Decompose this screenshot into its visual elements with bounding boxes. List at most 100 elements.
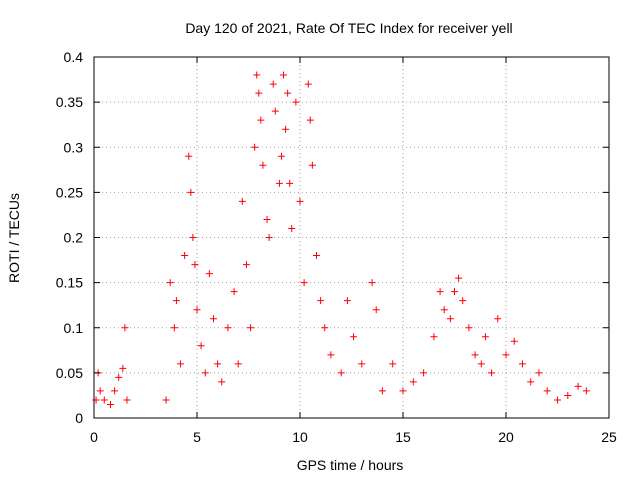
data-point bbox=[263, 215, 271, 223]
data-point bbox=[177, 360, 185, 368]
data-point bbox=[502, 351, 510, 359]
data-point bbox=[251, 143, 259, 151]
data-point bbox=[420, 369, 428, 377]
data-point bbox=[265, 234, 273, 241]
data-point bbox=[255, 89, 263, 97]
data-point bbox=[337, 369, 345, 377]
data-point bbox=[271, 107, 279, 115]
data-point bbox=[100, 396, 108, 404]
y-tick-label: 0 bbox=[75, 410, 83, 426]
data-point bbox=[282, 125, 290, 133]
data-point bbox=[451, 288, 458, 296]
data-point bbox=[358, 360, 366, 368]
x-tick-label: 5 bbox=[193, 429, 201, 445]
data-point bbox=[209, 315, 217, 323]
data-point bbox=[214, 360, 222, 368]
data-point bbox=[253, 71, 261, 79]
data-point bbox=[477, 360, 485, 368]
data-point bbox=[170, 324, 178, 332]
data-point bbox=[187, 188, 195, 196]
data-point bbox=[308, 161, 316, 169]
y-axis-title: ROTI / TECUs bbox=[6, 193, 22, 283]
data-point bbox=[197, 342, 205, 350]
data-point bbox=[292, 98, 300, 106]
data-point bbox=[238, 197, 246, 205]
data-point bbox=[123, 396, 131, 404]
data-point bbox=[257, 116, 265, 124]
data-point bbox=[300, 279, 308, 287]
data-point bbox=[189, 234, 197, 241]
y-tick-label: 0.15 bbox=[56, 275, 83, 291]
data-point bbox=[343, 297, 351, 305]
data-point bbox=[459, 297, 467, 305]
data-point bbox=[286, 179, 294, 187]
data-point bbox=[277, 152, 285, 160]
data-point bbox=[582, 387, 590, 395]
grid bbox=[94, 57, 609, 418]
data-point bbox=[327, 351, 335, 359]
data-point bbox=[115, 373, 123, 381]
x-tick-label: 15 bbox=[395, 429, 411, 445]
data-point bbox=[488, 369, 496, 377]
data-point bbox=[574, 382, 582, 390]
data-point bbox=[224, 324, 232, 332]
data-point bbox=[218, 378, 226, 386]
data-point bbox=[321, 324, 329, 332]
x-axis-title: GPS time / hours bbox=[297, 457, 404, 473]
data-point bbox=[494, 315, 502, 323]
data-point bbox=[191, 261, 199, 269]
data-point bbox=[201, 369, 209, 377]
data-point bbox=[543, 387, 551, 395]
y-tick-label: 0.35 bbox=[56, 94, 83, 110]
data-point bbox=[296, 197, 304, 205]
y-tick-label: 0.4 bbox=[64, 49, 84, 65]
data-point bbox=[317, 297, 325, 305]
data-point bbox=[350, 333, 358, 341]
x-tick-label: 0 bbox=[90, 429, 98, 445]
data-point bbox=[205, 270, 213, 278]
data-point bbox=[436, 288, 444, 296]
data-point bbox=[230, 288, 238, 296]
data-point bbox=[518, 360, 526, 368]
data-point bbox=[185, 152, 193, 160]
data-point bbox=[119, 364, 127, 372]
data-point bbox=[284, 89, 292, 97]
data-point bbox=[306, 116, 314, 124]
data-point bbox=[280, 71, 288, 79]
data-point bbox=[247, 324, 255, 332]
data-point bbox=[471, 351, 479, 359]
data-point bbox=[304, 80, 312, 88]
y-tick-label: 0.25 bbox=[56, 184, 83, 200]
data-point bbox=[455, 274, 463, 282]
data-point bbox=[535, 369, 543, 377]
y-tick-label: 0.2 bbox=[64, 230, 84, 246]
data-point bbox=[481, 333, 489, 341]
data-point bbox=[312, 252, 320, 260]
data-point bbox=[259, 161, 267, 169]
data-point bbox=[111, 387, 119, 395]
data-point bbox=[181, 252, 189, 260]
data-point bbox=[510, 337, 518, 345]
data-point bbox=[554, 396, 561, 404]
x-tick-label: 10 bbox=[292, 429, 308, 445]
data-point bbox=[564, 391, 572, 399]
data-point bbox=[193, 306, 201, 314]
data-point bbox=[446, 315, 454, 323]
data-point bbox=[162, 396, 170, 404]
data-point bbox=[430, 333, 438, 341]
data-point bbox=[465, 324, 473, 332]
data-point bbox=[527, 378, 535, 386]
axis-ticks bbox=[93, 56, 610, 419]
y-axis-tick-labels: 0 0.05 0.1 0.15 0.2 0.25 0.3 0.35 0.4 bbox=[56, 49, 83, 426]
data-point bbox=[409, 378, 417, 386]
x-axis-tick-labels: 0 5 10 15 20 25 bbox=[90, 429, 617, 445]
data-point bbox=[172, 297, 180, 305]
y-tick-label: 0.05 bbox=[56, 365, 83, 381]
data-point bbox=[269, 80, 277, 88]
data-point bbox=[440, 306, 448, 314]
data-point bbox=[242, 261, 250, 269]
data-point bbox=[288, 224, 296, 232]
chart-title: Day 120 of 2021, Rate Of TEC Index for r… bbox=[185, 20, 512, 36]
data-point bbox=[106, 400, 114, 408]
